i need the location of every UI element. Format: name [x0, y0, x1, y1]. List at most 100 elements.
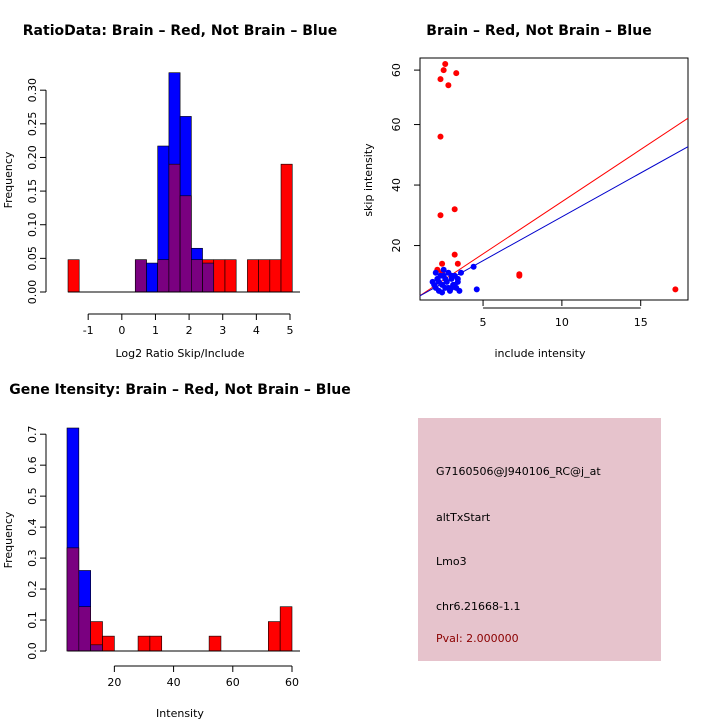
gene-histogram-bar-overlap [66, 547, 80, 652]
brain-point [437, 76, 444, 83]
ratio-histogram-x-tick-label: 2 [186, 324, 193, 337]
gene-histogram-y-tick-label: 0.5 [26, 487, 39, 505]
gene-histogram-x-tick-label: 60 [226, 676, 240, 689]
gene-intensity-histogram-panel: Gene Itensity: Brain – Red, Not Brain – … [2, 382, 351, 720]
brain-point [442, 61, 449, 68]
ratio-histogram-ylabel: Frequency [2, 151, 15, 208]
ratio-histogram-x-tick-label: 0 [118, 324, 125, 337]
brain-point [451, 206, 458, 213]
brain-fit-line [419, 117, 689, 297]
ratio-histogram-bar-brain [247, 259, 259, 293]
brain-point [516, 272, 523, 279]
gene-histogram-y-tick-label: 0.6 [26, 456, 39, 474]
brain-point [439, 260, 446, 267]
ratio-histogram-bar-overlap [157, 259, 170, 293]
not-brain-point [440, 266, 447, 273]
ratio-histogram-y-tick-label: 0.00 [26, 280, 39, 305]
ratio-histogram-x-tick-label: 3 [219, 324, 226, 337]
brain-point [454, 260, 461, 267]
not-brain-point [457, 269, 464, 276]
gene-histogram-y-tick-label: 0.3 [26, 549, 39, 567]
gene-histogram-y-tick-label: 0.0 [26, 642, 39, 660]
not-brain-point [431, 281, 438, 288]
scatter-y-tick-label: 20 [390, 239, 403, 253]
ratio-histogram-y-tick-label: 0.10 [26, 212, 39, 237]
gene-histogram-bar-brain [208, 635, 222, 652]
gene-histogram-y-tick-label: 0.1 [26, 611, 39, 629]
ratio-histogram-bar-brain [67, 259, 80, 293]
ratio-histogram-title: RatioData: Brain – Red, Not Brain – Blue [23, 23, 337, 39]
scatter-x-axis: 5 10 15 [480, 300, 648, 329]
gene-histogram-xlabel: Intensity [156, 707, 204, 720]
ratio-histogram-x-tick-label: 1 [152, 324, 159, 337]
gene-histogram-x-tick-label: 60 [285, 676, 299, 689]
not-brain-point [473, 286, 480, 293]
gene-histogram-y-axis: 0.0 0.1 0.2 0.3 0.4 0.5 0.6 0.7 [26, 425, 47, 660]
ratio-histogram-bar-not-brain [146, 262, 159, 293]
gene-histogram-bar-brain [137, 635, 151, 652]
gene-histogram-bars [66, 427, 293, 652]
scatter-x-tick-label: 15 [634, 316, 648, 329]
gene-histogram-x-tick-label: 20 [107, 676, 121, 689]
ratio-histogram-bar-brain [258, 259, 271, 293]
ratio-histogram-panel: RatioData: Brain – Red, Not Brain – Blue… [2, 23, 337, 360]
ratio-histogram-x-tick-label: 4 [253, 324, 260, 337]
scatter-xlabel: include intensity [494, 347, 586, 360]
info-location: chr6.21668-1.1 [436, 600, 521, 613]
scatter-x-tick-label: 5 [480, 316, 487, 329]
info-pval: Pval: 2.000000 [436, 632, 519, 645]
info-gene-name: Lmo3 [436, 555, 467, 568]
scatter-y-tick-label: 40 [390, 178, 403, 192]
scatter-fit-lines [419, 117, 689, 297]
info-event-type: altTxStart [436, 511, 491, 524]
gene-histogram-bar-brain [149, 635, 163, 652]
info-probe-id: G7160506@J940106_RC@j_at [436, 465, 601, 478]
scatter-y-axis: 20 40 60 60 [390, 63, 420, 253]
gene-histogram-bar-brain [102, 635, 115, 652]
ratio-histogram-y-tick-label: 0.25 [26, 112, 39, 136]
gene-histogram-ylabel: Frequency [2, 511, 15, 568]
not-brain-point [439, 289, 446, 296]
ratio-histogram-y-tick-label: 0.15 [26, 179, 39, 204]
ratio-histogram-y-tick-label: 0.05 [26, 246, 39, 271]
scatter-y-tick-label: 60 [390, 63, 403, 77]
ratio-histogram-bar-brain [280, 163, 293, 293]
not-brain-point [448, 272, 455, 279]
scatter-x-tick-label: 10 [555, 316, 569, 329]
gene-histogram-bar-brain [268, 621, 281, 652]
not-brain-point [456, 287, 463, 294]
intensity-scatter-panel: Brain – Red, Not Brain – Blue 5 10 15 20 40… [362, 23, 689, 360]
ratio-histogram-bar-overlap [191, 259, 203, 293]
gene-histogram-y-tick-label: 0.2 [26, 580, 39, 598]
not-brain-point [440, 272, 447, 279]
ratio-histogram-bar-overlap [202, 262, 215, 293]
gene-histogram-x-axis: 20 40 60 60 [107, 665, 299, 689]
ratio-histogram-bars [67, 72, 293, 293]
ratio-histogram-bar-overlap [134, 259, 147, 293]
gene-histogram-bar-overlap [78, 606, 91, 652]
ratio-histogram-y-tick-label: 0.20 [26, 145, 39, 170]
brain-point [453, 70, 460, 77]
not-brain-point [435, 278, 442, 285]
ratio-histogram-x-axis: -1 0 1 2 3 4 5 [83, 313, 294, 337]
not-brain-point [448, 284, 455, 291]
brain-point [672, 286, 679, 293]
ratio-histogram-x-tick-label: -1 [83, 324, 94, 337]
brain-point [451, 251, 458, 258]
gene-histogram-bar-overlap [90, 644, 103, 652]
brain-point [437, 212, 444, 219]
info-panel: G7160506@J940106_RC@j_at altTxStart Lmo3… [418, 418, 661, 661]
scatter-y-tick-label: 60 [390, 118, 403, 132]
not-brain-point [432, 269, 439, 276]
not-brain-point [470, 263, 477, 270]
gene-histogram-y-tick-label: 0.4 [26, 518, 39, 536]
not-brain-point [454, 275, 461, 282]
scatter-plot-box [419, 57, 689, 301]
ratio-histogram-bar-overlap [168, 163, 181, 293]
gene-histogram-y-tick-label: 0.7 [26, 425, 39, 443]
brain-point [437, 133, 444, 140]
scatter-ylabel: skip intensity [362, 143, 375, 217]
ratio-histogram-bar-brain [213, 259, 226, 293]
ratio-histogram-y-tick-label: 0.30 [26, 78, 39, 103]
